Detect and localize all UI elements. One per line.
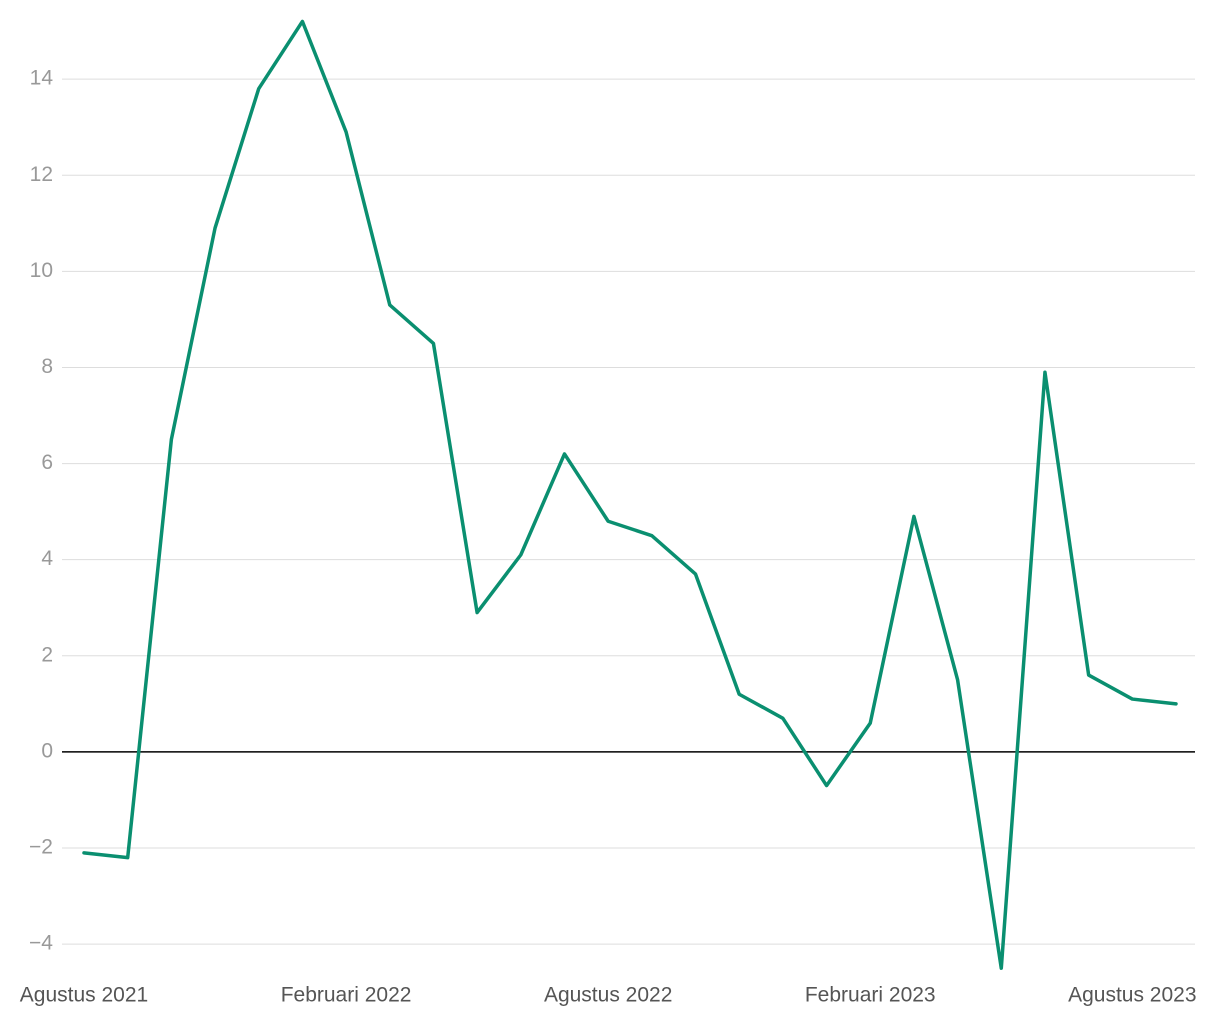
y-tick-label: 10 <box>30 259 53 282</box>
data-line <box>82 19 1178 970</box>
y-tick-label: 12 <box>30 163 53 186</box>
x-tick-label: Februari 2022 <box>281 984 412 1007</box>
y-tick-label: 0 <box>41 739 53 762</box>
y-tick-label: −2 <box>29 836 53 859</box>
y-tick-label: 14 <box>30 67 54 90</box>
y-tick-label: 8 <box>41 355 53 378</box>
x-tick-label: Februari 2023 <box>805 984 936 1007</box>
x-tick-label: Agustus 2022 <box>544 984 672 1007</box>
y-tick-label: 2 <box>41 643 53 666</box>
y-tick-label: −4 <box>29 932 53 955</box>
y-tick-label: 6 <box>41 451 53 474</box>
y-tick-label: 4 <box>41 547 53 570</box>
x-tick-label: Agustus 2023 <box>1068 984 1196 1007</box>
x-tick-label: Agustus 2021 <box>20 984 148 1007</box>
